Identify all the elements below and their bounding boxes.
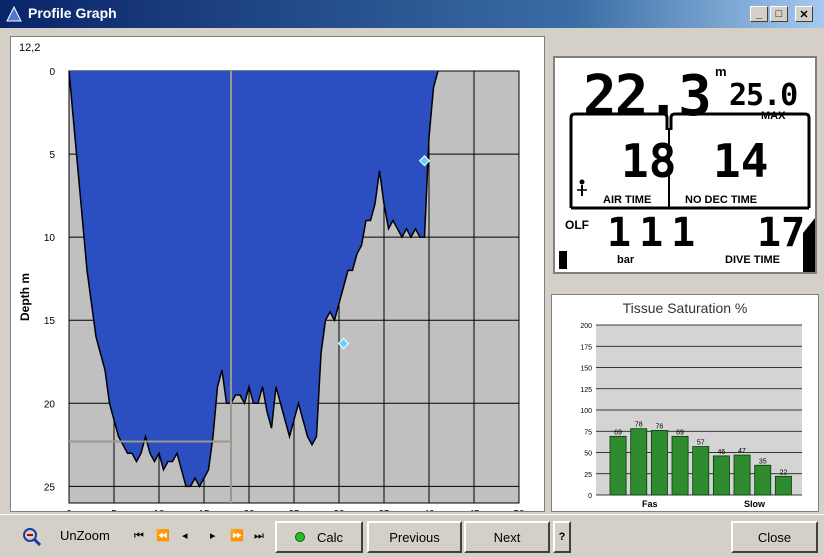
x-tick-label: 5: [111, 509, 117, 511]
tissue-bar-label: 78: [635, 422, 643, 429]
last-icon[interactable]: ⏭: [254, 529, 264, 542]
y-tick-label: 15: [44, 316, 56, 327]
profile-graph[interactable]: 0 5 10 15 20 25 30 35 40 45 50 0 5 10 15 20 25 12,2 Dep…: [11, 37, 544, 511]
x-tick-label: 50: [513, 509, 525, 511]
minimize-button[interactable]: _: [750, 6, 768, 22]
x-axis-ticks: 0 5 10 15 20 25 30 35 40 45 50: [66, 509, 525, 511]
tissue-bar-label: 57: [697, 440, 705, 447]
y-tick-label: 20: [44, 399, 56, 410]
depth-profile-area: [69, 71, 438, 487]
current-depth: 22.3: [583, 64, 712, 129]
slow-label: Slow: [744, 499, 766, 509]
tissue-y-tick: 25: [584, 472, 592, 479]
x-tick-label: 40: [423, 509, 435, 511]
event-markers: [337, 155, 431, 350]
help-button[interactable]: ?: [553, 521, 571, 553]
bottom-toolbar: UnZoom ⏮ ⏪ ◂ ▸ ⏩ ⏭ Calc Previous Next ? …: [0, 514, 824, 557]
dive-time-label: DIVE TIME: [725, 254, 781, 266]
tissue-y-tick: 0: [588, 493, 592, 500]
x-tick-label: 20: [243, 509, 255, 511]
diver-icon: [577, 179, 587, 196]
no-dec-time-value: 14: [713, 134, 769, 188]
tissue-bar-label: 69: [614, 429, 622, 436]
scale-readout: 12,2: [19, 42, 40, 54]
tissue-saturation-panel: 0 25 50 75 100 125 150 175 200 69 78 76 69 57 46 47 35 2…: [551, 294, 819, 512]
tissue-y-tick: 75: [584, 429, 592, 436]
zoom-out-icon[interactable]: [22, 527, 42, 547]
next-button[interactable]: Next: [464, 521, 550, 553]
tissue-bar: [754, 464, 772, 496]
tissue-y-tick: 50: [584, 451, 592, 458]
y-tick-label: 0: [49, 67, 55, 78]
x-tick-label: 35: [378, 509, 390, 511]
tissue-bar: [671, 435, 689, 496]
x-tick-label: 25: [288, 509, 300, 511]
fast-forward-icon[interactable]: ⏩: [230, 529, 244, 542]
x-tick-label: 15: [198, 509, 210, 511]
no-dec-time-label: NO DEC TIME: [685, 194, 758, 206]
event-marker: [418, 155, 431, 167]
y-axis-label: Depth m: [18, 273, 32, 321]
tissue-y-tick: 125: [580, 387, 592, 394]
profile-graph-panel[interactable]: 0 5 10 15 20 25 30 35 40 45 50 0 5 10 15 20 25 12,2 Dep…: [10, 36, 545, 512]
air-time-label: AIR TIME: [603, 194, 652, 206]
tissue-bar: [609, 435, 627, 496]
event-marker: [337, 337, 350, 350]
dive-time-value: 17: [757, 210, 806, 256]
air-time-value: 18: [621, 134, 677, 188]
first-icon[interactable]: ⏮: [134, 529, 144, 542]
display-frames: [559, 112, 815, 272]
close-button[interactable]: Close: [731, 521, 818, 553]
tissue-y-tick: 150: [580, 366, 592, 373]
dive-time-indicator: [803, 218, 815, 272]
y-tick-label: 25: [44, 482, 56, 493]
tissue-bar: [712, 455, 730, 496]
x-tick-label: 10: [153, 509, 165, 511]
olf-label: OLF: [565, 218, 589, 232]
tissue-bar-label: 35: [759, 458, 767, 465]
tissue-bar: [733, 454, 751, 496]
tissue-bar-label: 47: [738, 448, 746, 455]
tissue-y-tick: 100: [580, 408, 592, 415]
tissue-chart-title: Tissue Saturation %: [622, 300, 748, 316]
x-tick-label: 0: [66, 509, 72, 511]
tissue-bar: [630, 428, 648, 496]
max-depth: 25.0: [729, 78, 798, 113]
tissue-bar: [692, 446, 710, 496]
tissue-bar-label: 46: [717, 449, 725, 456]
unzoom-button[interactable]: UnZoom: [60, 528, 110, 543]
x-tick-label: 30: [333, 509, 345, 511]
tissue-bar: [650, 429, 668, 496]
depth-profile-line: [68, 70, 439, 488]
tank-pressure: 111: [607, 210, 704, 256]
tissue-y-tick: 200: [580, 323, 592, 330]
dive-computer-display: 22.3 m 25.0 MAX 18 AIR TIME 14 NO DEC TI…: [553, 56, 817, 274]
olf-bar-indicator: [559, 251, 567, 269]
tissue-bar: [774, 475, 792, 496]
y-axis-ticks: 0 5 10 15 20 25: [44, 67, 56, 493]
rewind-icon[interactable]: ⏪: [156, 529, 170, 542]
close-window-button[interactable]: ✕: [795, 6, 813, 22]
max-label: MAX: [761, 110, 786, 122]
tissue-saturation-chart: 0 25 50 75 100 125 150 175 200 69 78 76 69 57 46 47 35 2…: [580, 323, 802, 509]
app-icon: [6, 6, 22, 22]
tissue-bar-label: 22: [779, 469, 787, 476]
calc-status-icon: [294, 532, 305, 542]
tissue-bar-label: 76: [655, 423, 663, 430]
previous-button[interactable]: Previous: [367, 521, 462, 553]
maximize-button[interactable]: □: [770, 6, 788, 22]
step-back-icon[interactable]: ◂: [182, 529, 188, 542]
depth-unit: m: [715, 64, 727, 79]
window-title: Profile Graph: [28, 5, 117, 21]
calc-button[interactable]: Calc: [275, 521, 363, 553]
y-tick-label: 5: [49, 150, 55, 161]
y-tick-label: 10: [44, 233, 56, 244]
x-tick-label: 45: [468, 509, 480, 511]
pressure-unit: bar: [617, 254, 635, 266]
fast-label: Fas: [642, 499, 658, 509]
step-forward-icon[interactable]: ▸: [210, 529, 216, 542]
title-bar: Profile Graph _ □ ✕: [0, 0, 824, 28]
tissue-bar-label: 69: [676, 429, 684, 436]
tissue-y-tick: 175: [580, 344, 592, 351]
